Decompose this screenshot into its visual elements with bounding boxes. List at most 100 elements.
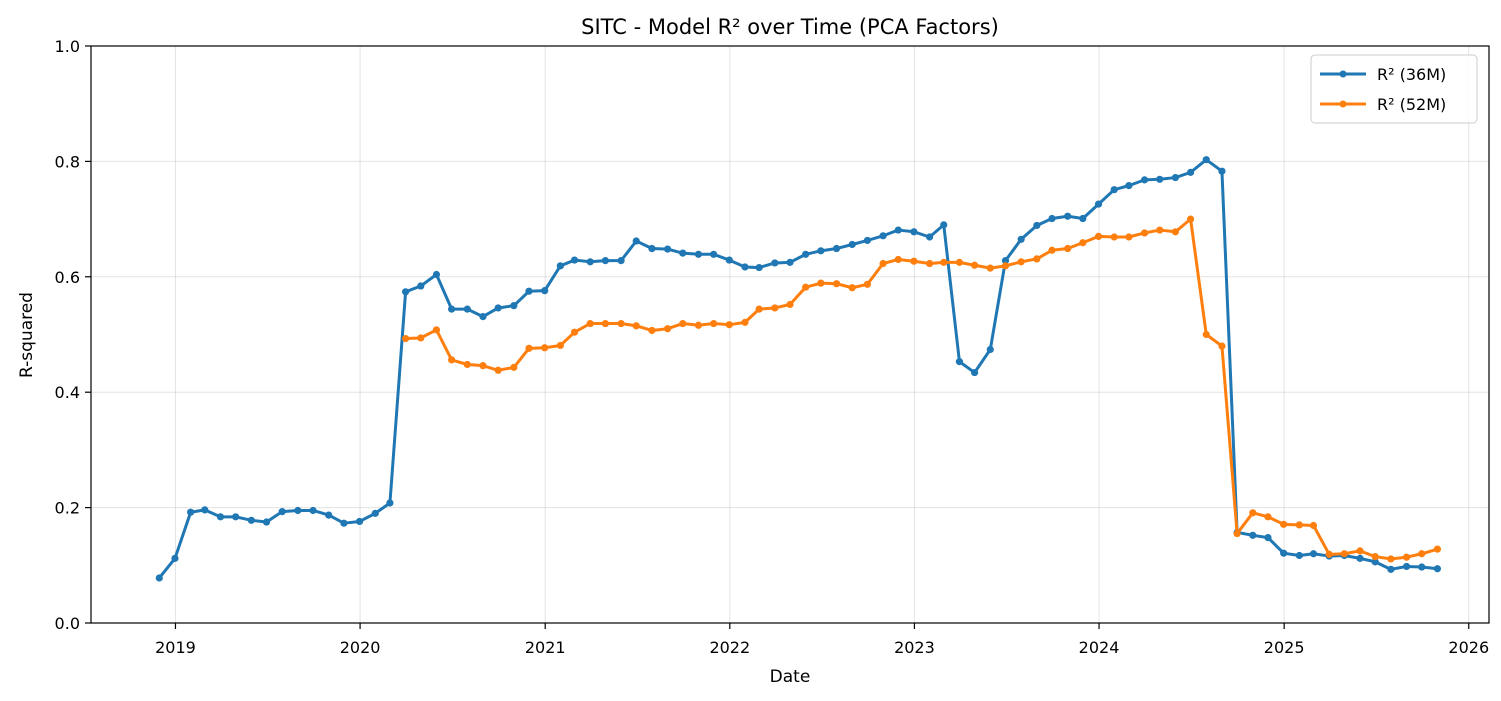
series-36m (155, 156, 1442, 582)
y-tick-label: 0.8 (55, 152, 80, 171)
x-tick-label: 2026 (1448, 638, 1489, 657)
series-52m-point (525, 344, 533, 352)
series-36m-point (832, 244, 841, 253)
series-52m-point (1140, 229, 1149, 237)
x-tick-label: 2024 (1079, 638, 1120, 657)
series-52m-point (479, 362, 487, 370)
series-36m-point (386, 499, 394, 507)
series-36m-point (802, 250, 810, 258)
series-52m-point (786, 300, 794, 309)
series-52m-point (986, 264, 994, 272)
series-52m-point (1340, 550, 1348, 558)
legend: R² (36M) R² (52M) (1310, 54, 1478, 124)
series-36m-point (216, 513, 225, 521)
series-36m-point (1264, 534, 1272, 542)
series-52m-point (817, 279, 825, 287)
series-52m-point (771, 304, 779, 312)
series-36m-point (1371, 558, 1379, 566)
series-36m-point (448, 305, 456, 313)
series-36m-point (402, 288, 410, 296)
series-36m-point (940, 221, 948, 229)
series-36m-point (1110, 186, 1118, 194)
series-52m-point (1325, 550, 1333, 558)
series-36m-point (679, 249, 687, 257)
series-36m-point (971, 368, 979, 377)
series-52m-point (848, 284, 856, 292)
series-52m-point (1356, 547, 1364, 555)
legend-marker-36m (1339, 70, 1347, 78)
series-52m-point (1233, 529, 1241, 538)
series-52m-point (832, 280, 841, 288)
y-tick-label: 0.0 (55, 614, 80, 633)
x-tick-label: 2020 (340, 638, 381, 657)
series-36m-point (325, 511, 333, 519)
series-52m-point (955, 258, 964, 266)
series-36m-point (510, 302, 518, 310)
series-36m-point (586, 258, 594, 266)
x-tick-label: 2021 (525, 638, 566, 657)
series-36m-point (171, 554, 179, 562)
series-36m-point (340, 519, 348, 527)
legend-box (1310, 54, 1478, 124)
series-36m-point (694, 250, 703, 258)
series-36m-point (1218, 167, 1226, 175)
series-52m-point (570, 328, 579, 336)
series-36m-point (1017, 235, 1025, 243)
series-36m-point (294, 506, 302, 515)
series-36m-point (648, 244, 656, 253)
series-52m-point (601, 319, 609, 328)
series-52m-point (1079, 239, 1087, 247)
series-36m-point (632, 237, 640, 245)
series-36m-point (494, 304, 502, 312)
series-52m-point (1094, 232, 1103, 241)
series-36m-point (771, 259, 779, 267)
series-36m-point (601, 257, 609, 265)
series-36m-point (1033, 221, 1041, 230)
series-36m-point (1202, 156, 1210, 164)
series-36m-point (1156, 175, 1164, 183)
series-36m-point (725, 256, 733, 264)
series-36m-point (894, 226, 902, 234)
series-52m-point (448, 356, 456, 364)
series-52m-point (1295, 521, 1303, 529)
x-tick-label: 2023 (894, 638, 935, 657)
series-36m-point (817, 247, 825, 255)
series-36m-point (278, 508, 286, 516)
series-36m-point (247, 516, 255, 524)
series-36m-point (1186, 168, 1195, 176)
series-36m-point (910, 228, 918, 236)
series-36m-point (1280, 549, 1288, 557)
series-52m-point (1264, 513, 1272, 521)
series-36m-point (355, 517, 364, 526)
series-36m-point (479, 313, 487, 321)
series-52m-point (1125, 233, 1133, 241)
series-36m-point (556, 262, 564, 270)
series-52m-point (648, 326, 656, 335)
series-52m-point (1371, 553, 1379, 561)
series-layer (155, 156, 1442, 582)
series-36m-point (710, 250, 718, 258)
grid-layer (91, 45, 1489, 624)
series-36m-point (371, 509, 379, 517)
y-tick-label: 0.4 (55, 383, 80, 402)
series-36m-point (1249, 531, 1257, 539)
series-52m-point (971, 261, 979, 269)
series-52m-point (510, 363, 518, 371)
series-52m-point (1171, 228, 1180, 236)
series-36m-point (1402, 562, 1411, 571)
chart-title: SITC - Model R² over Time (PCA Factors) (581, 15, 999, 39)
series-52m-point (863, 280, 871, 288)
series-36m-point (1079, 214, 1087, 223)
series-36m-point (232, 513, 240, 521)
legend-marker-52m (1339, 100, 1347, 108)
series-36m-point (863, 236, 871, 245)
series-52m-point (694, 321, 703, 329)
series-52m-point (463, 360, 471, 369)
series-52m-point (1387, 555, 1395, 563)
series-36m-point (541, 287, 549, 295)
series-36m-point (1433, 565, 1442, 573)
series-36m-point (1387, 565, 1395, 573)
series-52m-point (402, 334, 410, 343)
y-tick-label: 0.2 (55, 499, 80, 518)
